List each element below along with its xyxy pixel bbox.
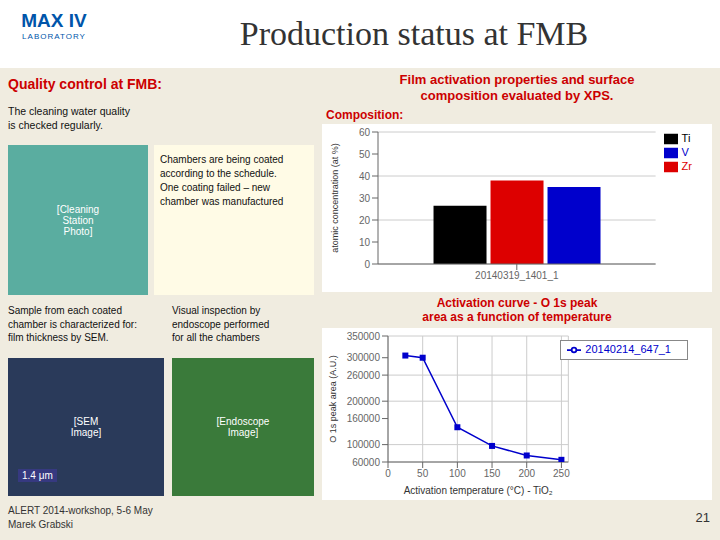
html-text:chamber is characterized for:: chamber is characterized for: — [8, 318, 137, 330]
html-text:Zr: Zr — [681, 160, 692, 173]
html-text:Image]: Image] — [227, 427, 259, 438]
svg-text:40: 40 — [359, 171, 371, 182]
html-text:V: V — [681, 146, 689, 159]
html-text:film thickness by SEM.: film thickness by SEM. — [8, 332, 109, 343]
html-text:[SEM: [SEM — [73, 416, 99, 427]
svg-text:0: 0 — [385, 468, 391, 479]
html-text:Chambers are being coated: Chambers are being coated — [160, 154, 284, 165]
html-text:Activation curve - O 1s peak: Activation curve - O 1s peak — [436, 296, 598, 310]
html-text:Sample from each coated: Sample from each coated — [8, 305, 122, 316]
svg-text:350000: 350000 — [347, 331, 381, 342]
html-text:for all the chambers: for all the chambers — [172, 332, 260, 343]
html-text:is checked regularly.: is checked regularly. — [8, 119, 103, 132]
svg-text:30: 30 — [359, 193, 371, 204]
html-text:composition evaluated by XPS.: composition evaluated by XPS. — [420, 87, 614, 103]
svg-text:60000: 60000 — [352, 457, 380, 468]
html-text:Ti: Ti — [681, 132, 691, 144]
html-text:MAX IV: MAX IV — [21, 10, 87, 31]
html-text:One coating failed – new: One coating failed – new — [160, 182, 271, 193]
svg-text:260000: 260000 — [347, 370, 381, 381]
svg-text:250: 250 — [553, 468, 570, 479]
html-text:Quality control at FMB:: Quality control at FMB: — [8, 76, 162, 92]
html-text:endoscope performed: endoscope performed — [172, 318, 270, 330]
html-text:[Cleaning: [Cleaning — [56, 203, 100, 215]
html-text:chamber was manufactured: chamber was manufactured — [160, 196, 284, 207]
svg-text:100: 100 — [449, 468, 466, 479]
svg-text:20140319_1401_1: 20140319_1401_1 — [475, 270, 559, 281]
svg-text:Activation temperature (°C) -: Activation temperature (°C) - TiO₂ — [404, 485, 553, 496]
svg-text:0: 0 — [364, 259, 370, 270]
html-text:Image]: Image] — [70, 427, 102, 438]
svg-text:atomic concentration (at %): atomic concentration (at %) — [330, 143, 340, 253]
svg-text:200000: 200000 — [347, 396, 381, 407]
html-text:Marek Grabski: Marek Grabski — [8, 518, 73, 530]
html-text:The cleaning water quality: The cleaning water quality — [8, 105, 130, 117]
html-text:Production status at FMB: Production status at FMB — [239, 15, 589, 52]
svg-text:O 1s peak area (A.U.): O 1s peak area (A.U.) — [328, 355, 338, 443]
html-text:Station: Station — [62, 214, 94, 226]
html-text:1.4 μm: 1.4 μm — [22, 470, 53, 481]
html-text:Visual inspection by: Visual inspection by — [172, 305, 261, 316]
html-text:Photo]: Photo] — [63, 225, 93, 237]
html-text:ALERT 2014-workshop, 5-6 May: ALERT 2014-workshop, 5-6 May — [8, 505, 153, 516]
html-text:20140214_647_1: 20140214_647_1 — [585, 343, 671, 355]
svg-text:10: 10 — [359, 237, 371, 248]
svg-text:20: 20 — [359, 215, 371, 226]
svg-text:50: 50 — [359, 149, 371, 160]
html-text:Film activation properties and: Film activation properties and surface — [399, 72, 635, 87]
html-text:Composition:: Composition: — [326, 108, 404, 122]
svg-text:200: 200 — [518, 468, 535, 479]
html-text:LABORATORY: LABORATORY — [22, 32, 86, 41]
html-text:21: 21 — [695, 510, 710, 525]
svg-text:300000: 300000 — [347, 352, 381, 363]
svg-text:50: 50 — [417, 468, 429, 479]
svg-text:60: 60 — [359, 127, 371, 138]
html-text:[Endoscope: [Endoscope — [216, 416, 270, 427]
svg-text:160000: 160000 — [347, 413, 381, 424]
svg-text:100000: 100000 — [347, 439, 381, 450]
html-text:area as a function of temperat: area as a function of temperature — [422, 310, 612, 325]
svg-text:150: 150 — [484, 468, 501, 479]
html-text:according to the schedule.: according to the schedule. — [160, 168, 277, 179]
